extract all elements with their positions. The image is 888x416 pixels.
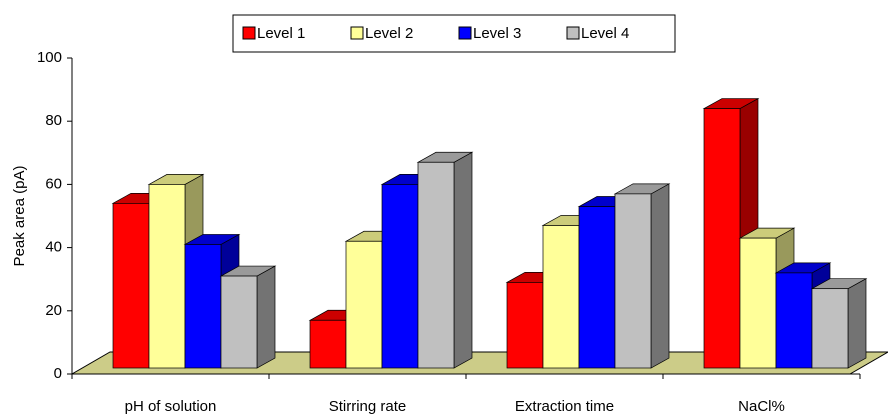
bar-front [184, 244, 222, 369]
legend-label: Level 4 [581, 25, 629, 42]
bar-front [578, 206, 616, 369]
bar [613, 183, 671, 369]
bar-front [775, 272, 813, 369]
bar-front [417, 161, 455, 369]
bar-front [112, 203, 150, 369]
x-tick-label: pH of solution [125, 398, 217, 415]
bar [219, 265, 277, 369]
bar [416, 151, 474, 369]
bar-front [506, 282, 544, 369]
legend-swatch [458, 26, 472, 40]
bar-front [345, 240, 383, 369]
bar-front [148, 184, 186, 369]
x-tick-label: Extraction time [515, 398, 614, 415]
bar-front [703, 108, 741, 369]
bar-side [650, 183, 670, 369]
bar [810, 278, 868, 369]
y-tick-label: 60 [45, 175, 62, 192]
legend-label: Level 1 [257, 25, 305, 42]
bar-side [453, 151, 473, 369]
bar-front [811, 288, 849, 369]
x-tick-label: NaCl% [738, 398, 785, 415]
bar-front [220, 275, 258, 369]
legend-label: Level 2 [365, 25, 413, 42]
bar-front [614, 193, 652, 369]
x-tick-label: Stirring rate [329, 398, 407, 415]
legend-swatch [566, 26, 580, 40]
y-tick-label: 40 [45, 239, 62, 256]
legend-label: Level 3 [473, 25, 521, 42]
y-tick-label: 80 [45, 112, 62, 129]
legend-swatch [242, 26, 256, 40]
bar-side [256, 265, 276, 369]
y-tick-label: 20 [45, 302, 62, 319]
bar-side [847, 278, 867, 369]
y-tick-label: 0 [54, 365, 62, 382]
bar-front [309, 319, 347, 369]
bar-front [381, 184, 419, 369]
y-tick-label: 100 [37, 49, 62, 66]
bar-front [739, 237, 777, 369]
legend-box [232, 14, 676, 53]
legend-swatch [350, 26, 364, 40]
y-axis-title: Peak area (pA) [11, 166, 28, 267]
bar-front [542, 225, 580, 369]
